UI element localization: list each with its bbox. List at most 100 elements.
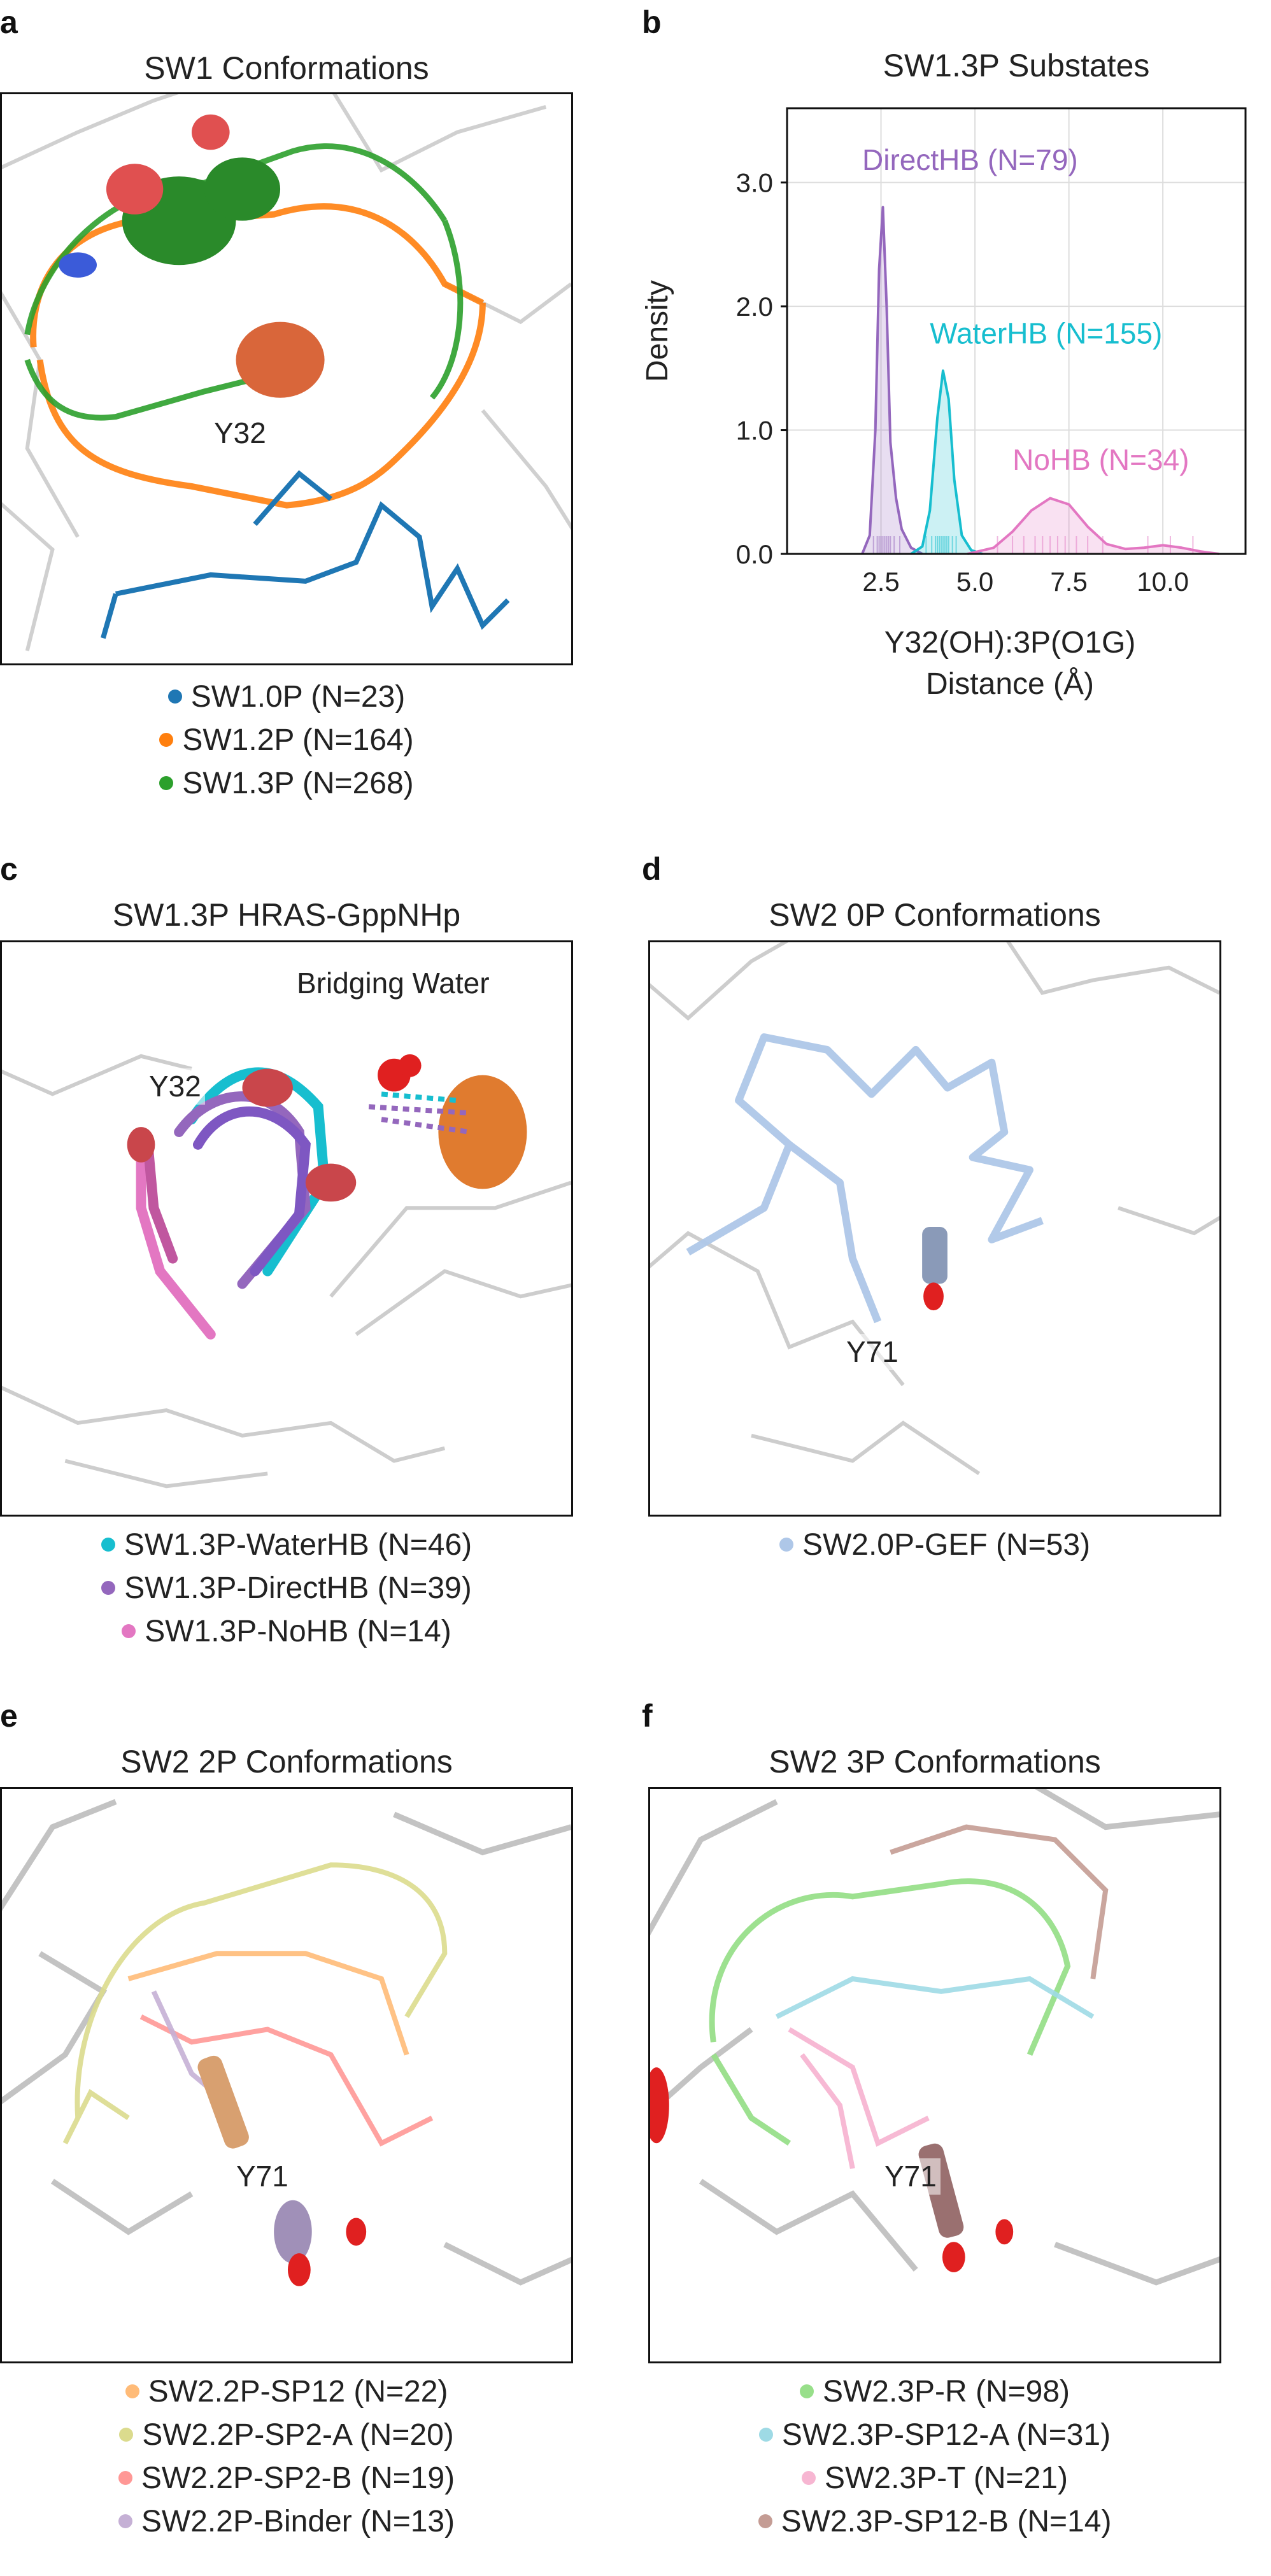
- chart-ticks: 2.5 5.0 7.5 10.0 0.0 1.0 2.0 3.0: [736, 168, 1189, 597]
- legend-item: SW1.0P (N=23): [0, 675, 573, 718]
- panel-a-label: a: [0, 4, 18, 40]
- legend-label: SW2.3P-R (N=98): [822, 2374, 1070, 2409]
- panel-c-structure-render: [2, 1054, 571, 1489]
- panel-e-legend: SW2.2P-SP12 (N=22) SW2.2P-SP2-A (N=20) S…: [0, 2370, 573, 2543]
- legend-marker: [125, 2384, 139, 2398]
- density-line: [861, 206, 923, 555]
- panel-c-structure-image: [0, 940, 573, 1517]
- legend-marker: [119, 2428, 134, 2442]
- legend-item: SW2.2P-Binder (N=13): [0, 2500, 573, 2543]
- panel-e-callout-y71: Y71: [232, 2158, 292, 2195]
- legend-label: SW1.3P-DirectHB (N=39): [124, 1571, 472, 1605]
- density-line: [910, 369, 983, 555]
- panel-c-callout-bridging-water: Bridging Water: [293, 965, 493, 1001]
- legend-item: SW2.3P-R (N=98): [648, 2370, 1221, 2413]
- panel-b-density-chart: SW1.3P Substates 2.5 5.0 7.5 10.0 0.0 1.0 2.0 3…: [641, 48, 1247, 700]
- legend-marker: [118, 2514, 132, 2528]
- panel-a-legend: SW1.0P (N=23) SW1.2P (N=164) SW1.3P (N=2…: [0, 675, 573, 805]
- panel-c-label: c: [0, 851, 18, 887]
- panel-c-title: SW1.3P HRAS-GppNHp: [112, 897, 461, 933]
- panel-a-callout-y32: Y32: [210, 415, 270, 451]
- panel-e-structure-image: [0, 1787, 573, 2363]
- chart-rug-marks: [872, 536, 1194, 554]
- panel-b-label: b: [642, 4, 662, 40]
- legend-label: SW2.3P-T (N=21): [825, 2461, 1068, 2495]
- legend-label: SW2.3P-SP12-B (N=14): [781, 2504, 1112, 2538]
- legend-marker: [122, 1624, 136, 1638]
- legend-item: SW2.2P-SP2-A (N=20): [0, 2413, 573, 2456]
- legend-marker: [118, 2471, 132, 2485]
- panel-d-structure-image: [648, 940, 1221, 1517]
- panel-e-structure-render: [2, 1799, 571, 2286]
- legend-label: SW2.3P-SP12-A (N=31): [781, 2417, 1111, 2452]
- panel-f-structure-image: [648, 1787, 1221, 2363]
- chart-annotations: DirectHB (N=79) WaterHB (N=155) NoHB (N=34…: [862, 143, 1189, 476]
- panel-d-label: d: [642, 851, 662, 887]
- density-area-fill: [911, 371, 983, 554]
- legend-marker: [101, 1538, 115, 1552]
- x-tick-label: 2.5: [862, 567, 899, 597]
- panel-f-structure-render: [650, 1789, 1219, 2286]
- legend-label: SW1.3P-NoHB (N=14): [145, 1614, 451, 1648]
- y-tick-label: 2.0: [736, 292, 773, 322]
- x-tick-label: 5.0: [956, 567, 993, 597]
- chart-plot-frame: [786, 107, 1247, 555]
- legend-label: SW2.2P-Binder (N=13): [141, 2504, 455, 2538]
- y-tick-label: 3.0: [736, 168, 773, 198]
- legend-item: SW2.2P-SP2-B (N=19): [0, 2456, 573, 2500]
- panel-f-label: f: [642, 1698, 653, 1734]
- legend-marker: [167, 690, 182, 704]
- chart-y-axis-label: Density: [641, 280, 674, 382]
- legend-item: SW2.3P-SP12-A (N=31): [648, 2413, 1221, 2456]
- legend-item: SW1.3P-DirectHB (N=39): [0, 1566, 573, 1610]
- legend-item: SW1.3P-NoHB (N=14): [0, 1610, 573, 1653]
- legend-item: SW2.3P-SP12-B (N=14): [648, 2500, 1221, 2543]
- panel-f-callout-y71: Y71: [881, 2158, 941, 2195]
- chart-density-areas: [861, 206, 1219, 555]
- legend-item: SW1.3P-WaterHB (N=46): [0, 1523, 573, 1566]
- legend-marker: [758, 2514, 772, 2528]
- x-tick-label: 10.0: [1137, 567, 1189, 597]
- density-area-fill: [862, 207, 923, 554]
- legend-marker: [758, 2428, 773, 2442]
- legend-marker: [802, 2471, 816, 2485]
- chart-title: SW1.3P Substates: [883, 48, 1150, 83]
- legend-marker: [159, 776, 174, 790]
- legend-label: SW2.0P-GEF (N=53): [802, 1527, 1091, 1562]
- legend-marker: [799, 2384, 814, 2398]
- panel-e-title: SW2 2P Conformations: [120, 1744, 453, 1780]
- panel-c-legend: SW1.3P-WaterHB (N=46) SW1.3P-DirectHB (N…: [0, 1523, 573, 1653]
- panel-f-title: SW2 3P Conformations: [769, 1744, 1101, 1780]
- legend-item: SW2.0P-GEF (N=53): [648, 1523, 1221, 1566]
- legend-item: SW1.3P (N=268): [0, 761, 573, 805]
- legend-item: SW1.2P (N=164): [0, 718, 573, 761]
- series-annotation: NoHB (N=34): [1012, 443, 1189, 476]
- legend-label: SW2.2P-SP2-B (N=19): [141, 2461, 455, 2495]
- panel-a-structure-image: [0, 92, 573, 665]
- panel-d-legend: SW2.0P-GEF (N=53): [648, 1523, 1221, 1566]
- chart-x-axis-label-line2: Distance (Å): [926, 667, 1094, 700]
- y-tick-label: 0.0: [736, 539, 773, 569]
- panel-d-title: SW2 0P Conformations: [769, 897, 1101, 933]
- panel-c-callout-y32: Y32: [145, 1068, 205, 1105]
- chart-x-axis-label-line1: Y32(OH):3P(O1G): [884, 626, 1136, 660]
- y-tick-label: 1.0: [736, 416, 773, 446]
- series-annotation: WaterHB (N=155): [930, 316, 1162, 350]
- legend-label: SW1.3P (N=268): [182, 766, 414, 800]
- legend-label: SW1.3P-WaterHB (N=46): [124, 1527, 472, 1562]
- panel-a-structure-render: [2, 94, 571, 651]
- legend-label: SW2.2P-SP2-A (N=20): [142, 2417, 454, 2452]
- legend-item: SW2.2P-SP12 (N=22): [0, 2370, 573, 2413]
- legend-marker: [779, 1538, 793, 1552]
- legend-marker: [159, 733, 174, 747]
- density-line: [967, 497, 1219, 555]
- series-annotation: DirectHB (N=79): [862, 143, 1078, 176]
- legend-label: SW2.2P-SP12 (N=22): [148, 2374, 448, 2409]
- panel-e-label: e: [0, 1698, 18, 1734]
- legend-label: SW1.0P (N=23): [190, 679, 406, 714]
- panel-a-title: SW1 Conformations: [144, 50, 429, 86]
- legend-item: SW2.3P-T (N=21): [648, 2456, 1221, 2500]
- x-tick-label: 7.5: [1050, 567, 1087, 597]
- density-area-fill: [967, 498, 1219, 554]
- panel-d-callout-y71: Y71: [842, 1334, 902, 1370]
